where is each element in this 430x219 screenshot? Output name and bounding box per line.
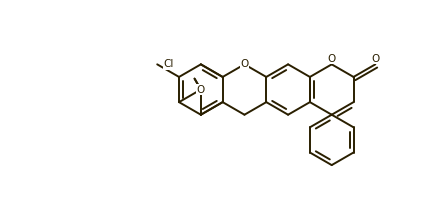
Text: O: O [328, 54, 336, 64]
Text: Cl: Cl [163, 59, 174, 69]
Text: O: O [197, 85, 205, 95]
Text: O: O [371, 54, 379, 64]
Text: O: O [240, 59, 249, 69]
Text: O: O [197, 85, 205, 95]
